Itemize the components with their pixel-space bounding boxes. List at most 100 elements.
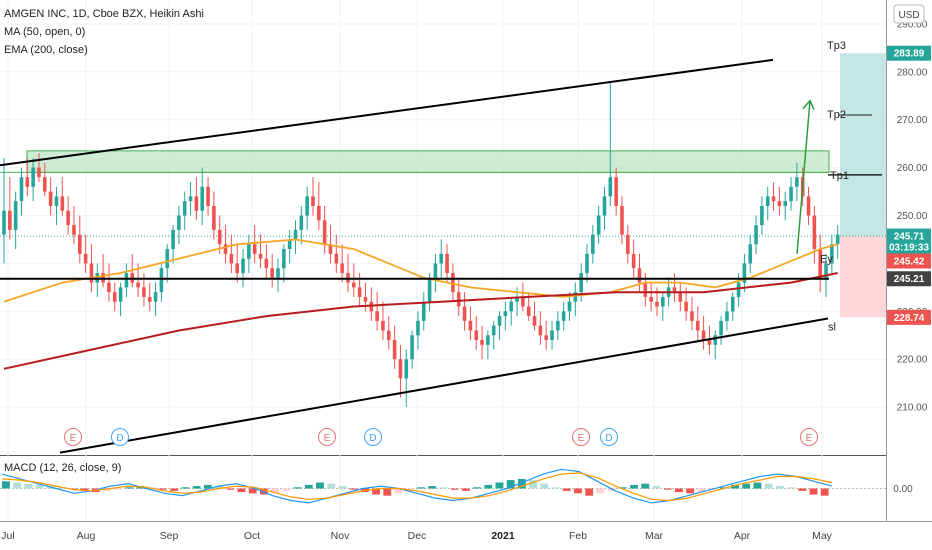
candle-body xyxy=(719,320,723,336)
macd-histogram-bar xyxy=(203,484,212,489)
candle-body xyxy=(631,253,636,269)
candle-body xyxy=(660,296,665,307)
macd-histogram-bar xyxy=(159,488,167,490)
legend-ema[interactable]: EMA (200, close) xyxy=(4,44,88,56)
candle-body xyxy=(730,296,735,312)
macd-histogram-bar xyxy=(820,488,829,496)
macd-histogram-bar xyxy=(753,482,762,489)
candle-body xyxy=(760,205,764,226)
candle-body xyxy=(591,234,595,254)
lower-channel-line xyxy=(59,317,829,454)
macd-histogram-bar xyxy=(742,483,751,489)
candle-body xyxy=(13,201,18,230)
candle-body xyxy=(602,196,607,216)
earnings-marker xyxy=(800,428,818,446)
candle-body xyxy=(672,287,677,293)
candle-body xyxy=(777,201,782,206)
candle-body xyxy=(789,186,793,202)
legend-ma[interactable]: MA (50, open, 0) xyxy=(4,26,85,38)
candle-body xyxy=(515,296,519,302)
candle-body xyxy=(713,335,718,345)
candle-body xyxy=(72,225,76,235)
candle-body xyxy=(620,205,624,235)
candle-body xyxy=(725,311,729,321)
macd-histogram-bar xyxy=(596,488,605,494)
candle-body xyxy=(200,186,205,211)
candle-body xyxy=(596,215,601,235)
candle-body xyxy=(276,268,280,278)
candle-body xyxy=(462,306,467,321)
dividend-marker xyxy=(364,428,382,446)
candle-body xyxy=(806,196,811,216)
candle-body xyxy=(532,316,537,326)
candle-body xyxy=(521,296,525,307)
macd-histogram-bar xyxy=(181,487,190,489)
candle-body xyxy=(177,215,181,230)
candle-body xyxy=(2,210,6,235)
candle-body xyxy=(142,287,146,297)
macd-histogram-bar xyxy=(607,488,616,491)
target-arrowhead xyxy=(802,99,815,110)
macd-histogram-bar xyxy=(237,488,246,493)
candle-body xyxy=(795,177,799,187)
y-tick-label: 260.00 xyxy=(897,163,928,174)
annotation-tp2: Tp2 xyxy=(827,109,846,121)
candle-body xyxy=(8,210,12,230)
price-tag xyxy=(887,239,931,255)
risk-zone xyxy=(840,236,886,318)
macd-histogram-bar xyxy=(417,487,425,489)
candle-body xyxy=(299,215,304,230)
candle-body xyxy=(567,301,572,312)
candle-body xyxy=(579,273,583,293)
macd-histogram-bar xyxy=(652,486,661,489)
dividend-marker-label: D xyxy=(605,433,612,444)
x-tick-label: Oct xyxy=(244,530,260,542)
currency-button[interactable] xyxy=(893,4,925,24)
legend-macd[interactable]: MACD (12, 26, close, 9) xyxy=(4,462,121,474)
candle-body xyxy=(171,229,175,250)
candle-body xyxy=(340,263,344,273)
candle-body xyxy=(433,263,438,278)
macd-histogram-bar xyxy=(775,486,784,489)
annotation-tp3: Tp3 xyxy=(827,40,846,52)
x-tick-label: Apr xyxy=(734,530,751,542)
annotation-ey: Ey xyxy=(820,254,833,266)
candle-body xyxy=(486,335,490,345)
candle-body xyxy=(54,196,59,206)
candle-body xyxy=(544,335,548,341)
candle-body xyxy=(264,258,269,269)
x-tick-label: Dec xyxy=(408,530,427,542)
candle-body xyxy=(509,301,514,312)
candle-body xyxy=(480,340,484,345)
macd-histogram-bar xyxy=(248,488,257,494)
candle-body xyxy=(293,229,298,240)
dividend-marker xyxy=(111,428,129,446)
earnings-marker-label: E xyxy=(324,433,331,444)
macd-histogram-bar xyxy=(787,487,795,489)
y-tick-label: 220.00 xyxy=(897,355,928,366)
earnings-marker xyxy=(318,428,336,446)
candle-body xyxy=(83,253,88,264)
candle-body xyxy=(684,301,688,312)
candle-body xyxy=(614,177,618,206)
candle-body xyxy=(783,201,788,206)
macd-histogram-bar xyxy=(170,488,179,491)
candle-body xyxy=(398,359,403,379)
candle-body xyxy=(182,201,187,216)
macd-histogram-bar xyxy=(215,486,223,489)
target-arrow xyxy=(796,100,811,254)
macd-histogram-bar xyxy=(641,483,650,489)
legend-title: AMGEN INC, 1D, Cboe BZX, Heikin Ashi xyxy=(4,8,204,20)
macd-histogram-bar xyxy=(630,484,638,489)
candle-body xyxy=(626,234,630,254)
price-pane[interactable] xyxy=(0,0,886,455)
x-tick-label: Feb xyxy=(569,530,587,542)
candle-body xyxy=(497,316,502,326)
candle-body xyxy=(474,330,479,341)
macd-histogram-bar xyxy=(282,488,291,491)
macd-histogram-bar xyxy=(349,488,358,490)
macd-histogram-bar xyxy=(439,487,448,489)
